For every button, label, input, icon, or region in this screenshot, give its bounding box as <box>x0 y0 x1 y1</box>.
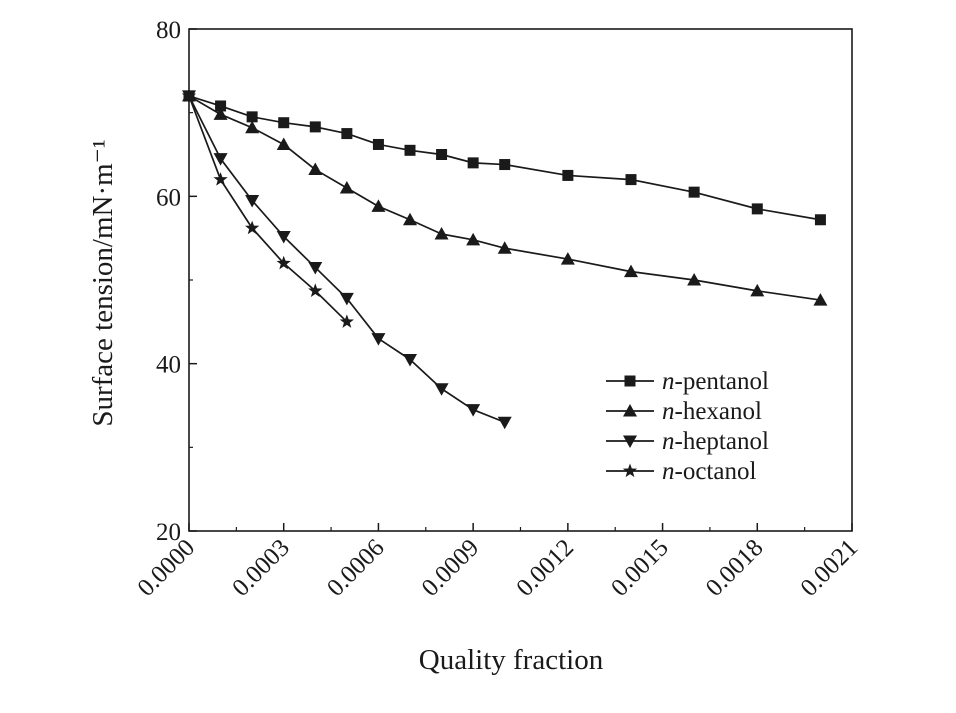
series-line-n-pentanol <box>188 95 821 221</box>
x-tick-label: 0.0012 <box>511 534 579 602</box>
x-tick-label: 0.0009 <box>417 534 485 602</box>
data-point-n-octanol <box>339 314 354 328</box>
data-point-n-pentanol <box>499 159 511 171</box>
data-point-n-hexanol <box>560 252 575 265</box>
data-point-n-octanol <box>308 283 323 297</box>
data-point-n-octanol <box>276 255 291 270</box>
data-point-n-pentanol <box>404 144 416 156</box>
data-point-n-pentanol <box>372 138 384 150</box>
y-axis-title: Surface tension/mN·m⁻¹ <box>87 139 119 426</box>
data-point-n-heptanol <box>371 333 386 346</box>
x-tick-label: 0.0003 <box>227 534 295 602</box>
data-point-n-pentanol <box>436 149 448 160</box>
data-point-n-heptanol <box>497 416 512 430</box>
axis-ticks: 0.0000 0.0003 0.0006 0.0009 0.0012 0.0015 0.00… <box>133 17 864 602</box>
legend-label-name: -octanol <box>675 458 757 485</box>
legend-label-name: -heptanol <box>675 428 769 455</box>
legend-label-prefix: n <box>662 428 675 455</box>
y-tick-label: 60 <box>156 184 181 211</box>
data-point-n-heptanol <box>308 261 323 275</box>
legend-marker <box>623 435 637 448</box>
data-point-n-heptanol <box>339 292 354 306</box>
data-point-n-hexanol <box>403 212 417 226</box>
data-point-n-hexanol <box>339 180 354 194</box>
series-line-n-heptanol <box>188 95 506 424</box>
data-point-n-pentanol <box>278 117 290 129</box>
legend-marker <box>624 375 636 387</box>
data-point-n-heptanol <box>213 153 228 166</box>
data-point-n-hexanol <box>750 283 765 297</box>
data-point-n-pentanol <box>814 214 826 226</box>
data-point-n-pentanol <box>467 157 479 169</box>
data-point-n-heptanol <box>245 195 260 208</box>
legend-label: n-octanol <box>662 458 756 485</box>
series-line-n-hexanol <box>188 95 821 301</box>
series-line-n-octanol <box>188 95 348 323</box>
data-point-n-octanol <box>245 220 260 235</box>
legend-label-prefix: n <box>662 458 675 485</box>
data-point-n-pentanol <box>562 169 574 181</box>
data-point-n-octanol <box>213 172 228 186</box>
data-point-n-hexanol <box>687 273 702 286</box>
data-point-n-pentanol <box>215 100 227 112</box>
data-point-n-hexanol <box>813 293 828 306</box>
legend-marker <box>623 404 637 417</box>
legend-label-prefix: n <box>662 398 675 425</box>
legend-marker <box>622 463 638 478</box>
legend-label: n-pentanol <box>662 368 769 395</box>
x-axis-title: Quality fraction <box>419 644 604 676</box>
y-tick-label: 20 <box>156 519 181 546</box>
y-tick-label: 80 <box>156 17 181 44</box>
x-tick-label: 0.0015 <box>606 534 674 602</box>
data-point-n-hexanol <box>245 120 260 134</box>
data-point-n-heptanol <box>276 230 291 244</box>
data-point-n-pentanol <box>309 121 321 133</box>
data-point-n-heptanol <box>434 383 449 396</box>
data-point-n-pentanol <box>688 186 700 198</box>
y-tick-label: 40 <box>156 352 181 379</box>
x-tick-label: 0.0018 <box>701 534 769 602</box>
legend-label-name: -pentanol <box>675 368 769 395</box>
data-point-n-hexanol <box>276 137 291 150</box>
x-tick-label: 0.0006 <box>322 534 390 602</box>
x-tick-label: 0.0021 <box>796 534 864 602</box>
data-point-n-hexanol <box>434 226 449 240</box>
plot-frame <box>188 28 853 532</box>
legend-label: n-heptanol <box>662 428 769 455</box>
data-point-n-hexanol <box>624 264 638 278</box>
data-point-n-heptanol <box>403 353 417 367</box>
data-point-n-hexanol <box>308 162 323 176</box>
data-point-n-hexanol <box>466 232 481 246</box>
data-point-n-hexanol <box>497 241 512 254</box>
data-point-n-pentanol <box>246 111 258 123</box>
data-point-n-pentanol <box>625 174 637 186</box>
data-point-n-hexanol <box>371 199 386 212</box>
legend-label-prefix: n <box>662 368 675 395</box>
data-point-n-pentanol <box>751 203 763 215</box>
legend-label-name: -hexanol <box>675 398 763 425</box>
legend-label: n-hexanol <box>662 398 762 425</box>
data-point-n-pentanol <box>341 128 353 140</box>
data-point-n-heptanol <box>466 404 481 417</box>
data-point-n-hexanol <box>213 107 228 120</box>
